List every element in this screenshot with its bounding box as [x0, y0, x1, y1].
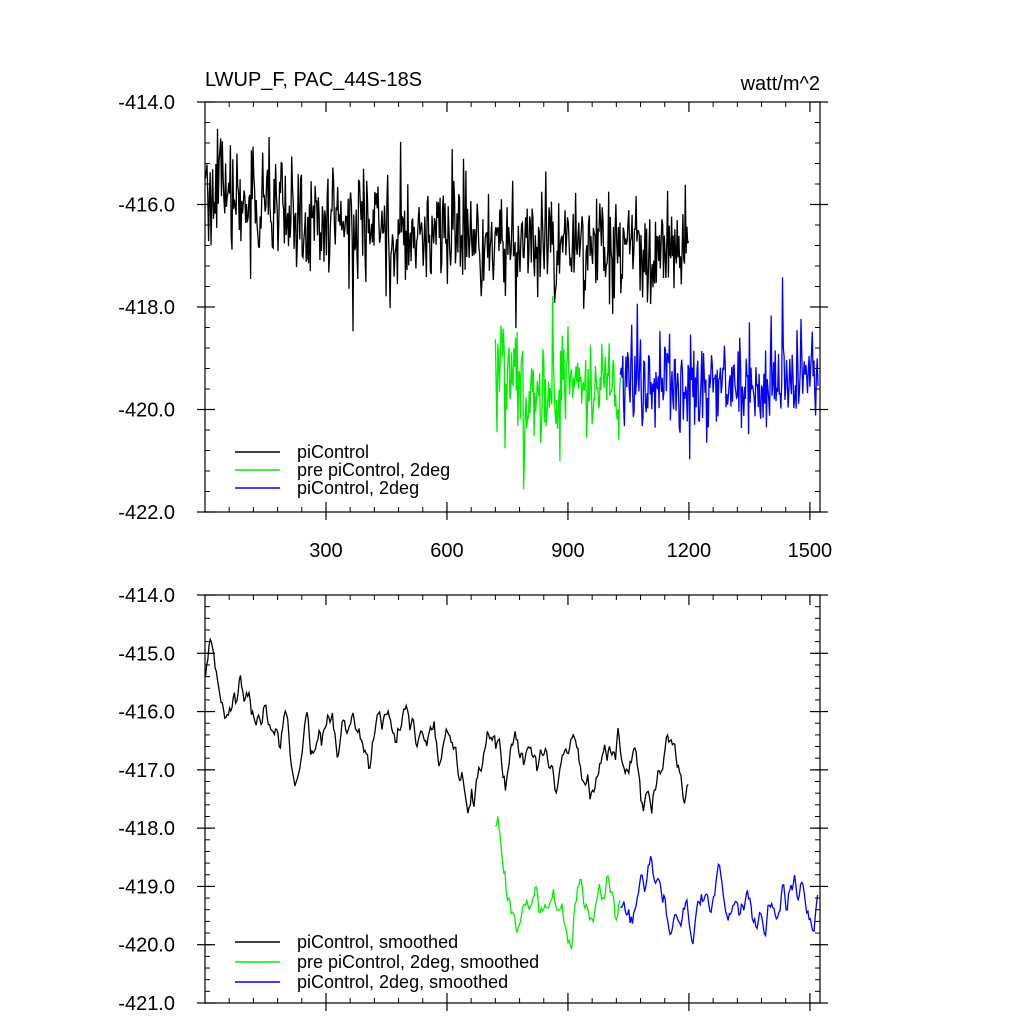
- series-line-2: [620, 856, 819, 945]
- top-panel: 300 600 900 1200 1500 -414.0 -416.0 -418.0 -420.…: [118, 69, 832, 562]
- series-line-0: [205, 128, 690, 332]
- x-tick-label: 1500: [788, 540, 833, 562]
- y-tick-label: -418.0: [118, 297, 175, 319]
- chart-title: LWUP_F, PAC_44S-18S: [205, 69, 422, 91]
- y-tick-label: -416.0: [118, 702, 175, 724]
- y-tick-label: -415.0: [118, 643, 175, 665]
- y-tick-label: -422.0: [118, 502, 175, 524]
- units-label: watt/m^2: [740, 73, 820, 95]
- y-tick-label: -419.0: [118, 876, 175, 898]
- legend-label: pre piControl, 2deg: [297, 460, 450, 480]
- y-tick-label: -414.0: [118, 585, 175, 607]
- bottom-panel: -414.0 -415.0 -416.0 -417.0 -418.0 -419.0 -420…: [118, 585, 828, 1015]
- x-tick-label: 1200: [667, 540, 712, 562]
- y-tick-label: -416.0: [118, 195, 175, 217]
- series-line-1: [494, 296, 622, 490]
- legend-label: piControl, smoothed: [297, 932, 458, 952]
- legend-label: piControl: [297, 442, 369, 462]
- y-tick-label: -418.0: [118, 818, 175, 840]
- series-line-2: [619, 277, 819, 460]
- plot-frame: [204, 594, 821, 1004]
- x-tick-label: 600: [430, 540, 463, 562]
- y-tick-label: -421.0: [118, 993, 175, 1015]
- series-line-0: [205, 637, 689, 814]
- y-tick-label: -420.0: [118, 935, 175, 957]
- series-line-1: [494, 816, 621, 950]
- legend-label: piControl, 2deg: [297, 478, 419, 498]
- y-tick-label: -417.0: [118, 760, 175, 782]
- y-tick-label: -420.0: [118, 400, 175, 422]
- y-tick-label: -414.0: [118, 92, 175, 114]
- legend-label: pre piControl, 2deg, smoothed: [297, 952, 539, 972]
- x-tick-label: 300: [309, 540, 342, 562]
- x-tick-label: 900: [551, 540, 584, 562]
- legend-label: piControl, 2deg, smoothed: [297, 972, 508, 992]
